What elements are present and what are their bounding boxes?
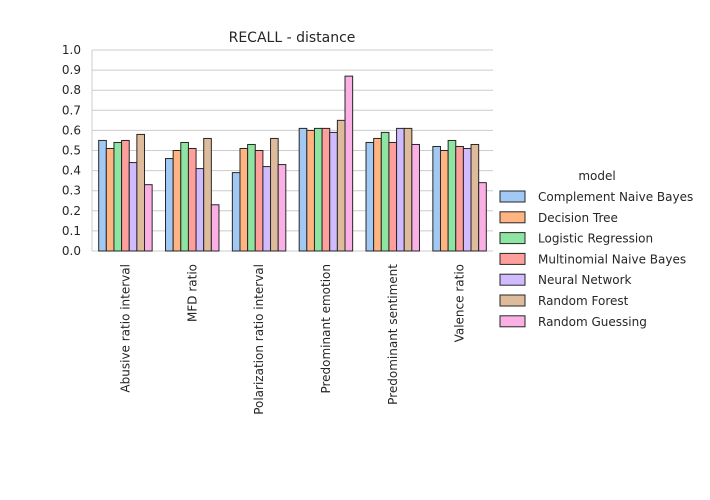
y-tick-label: 0.6	[62, 123, 81, 137]
bar	[121, 139, 130, 252]
legend-swatch	[499, 273, 526, 286]
bar	[439, 150, 449, 252]
y-tick-label: 0.2	[62, 204, 81, 218]
legend-swatch	[499, 315, 526, 328]
bar	[247, 143, 256, 252]
bar	[239, 147, 249, 252]
y-tick-label: 0.1	[62, 224, 81, 238]
legend-swatch	[499, 252, 526, 265]
bar	[128, 162, 138, 252]
bar	[180, 141, 189, 252]
bar	[254, 150, 264, 252]
bar	[105, 147, 115, 252]
legend-entry: Logistic Regression	[538, 232, 653, 246]
legend-swatch	[499, 190, 526, 203]
bar	[432, 145, 441, 252]
bar	[403, 127, 413, 252]
x-category-label: Valence ratio	[453, 264, 467, 342]
bar	[478, 182, 487, 252]
bar	[203, 137, 212, 252]
bar	[298, 127, 308, 252]
bar	[306, 129, 315, 252]
bar	[365, 141, 375, 252]
legend-swatch	[499, 211, 526, 224]
y-tick-label: 0.4	[62, 164, 81, 178]
bar	[373, 137, 382, 252]
grid-lines	[91, 49, 493, 252]
y-tick-label: 0.7	[62, 103, 81, 117]
bar	[277, 164, 287, 252]
legend-swatch	[499, 232, 526, 245]
bar	[144, 184, 153, 252]
bar	[462, 147, 472, 252]
y-tick-label: 1.0	[62, 43, 81, 57]
bar	[231, 172, 241, 252]
legend-swatch	[499, 294, 526, 307]
bar	[136, 133, 146, 252]
bar	[262, 166, 272, 252]
bar	[470, 143, 480, 252]
bar	[336, 119, 346, 252]
y-tick-label: 0.5	[62, 144, 81, 158]
bar	[396, 127, 405, 252]
bar	[195, 168, 205, 252]
legend-entry: Random Guessing	[538, 315, 647, 329]
legend: model Complement Naive Bayes Decision Tre…	[499, 169, 693, 329]
bar	[447, 139, 457, 252]
legend-entry: Complement Naive Bayes	[538, 190, 693, 204]
bar	[388, 141, 398, 252]
y-tick-label: 0.3	[62, 184, 81, 198]
legend-title: model	[578, 169, 615, 183]
bar	[455, 145, 464, 252]
bar	[187, 147, 197, 252]
bar	[380, 131, 390, 252]
bar	[344, 75, 354, 252]
legend-entry: Neural Network	[538, 273, 632, 287]
bars	[98, 75, 487, 252]
legend-entry: Decision Tree	[538, 211, 618, 225]
bar	[411, 143, 420, 252]
x-category-label: Abusive ratio interval	[118, 264, 132, 393]
bar	[165, 158, 174, 252]
x-category-label: Polarization ratio interval	[252, 264, 266, 415]
bar	[270, 137, 279, 252]
y-tick-label: 0.8	[62, 83, 81, 97]
x-category-label: MFD ratio	[185, 264, 199, 322]
bar	[321, 127, 331, 252]
x-axis-ticks: Abusive ratio interval MFD ratio Polarizat…	[118, 264, 466, 415]
bar	[113, 141, 123, 252]
legend-entry: Multinomial Naive Bayes	[538, 252, 686, 266]
y-tick-label: 0.0	[62, 244, 81, 258]
bar	[172, 150, 182, 252]
chart-title: RECALL - distance	[229, 30, 356, 46]
bar	[210, 204, 220, 252]
bar	[313, 127, 323, 252]
y-tick-label: 0.9	[62, 63, 81, 77]
y-axis-ticks: 0.0 0.1 0.2 0.3 0.4 0.5 0.6 0.7 0.8 0.9 1.0	[62, 43, 81, 258]
x-category-label: Predominant emotion	[319, 264, 333, 394]
bar	[98, 139, 107, 252]
bar	[329, 131, 338, 252]
legend-entry: Random Forest	[538, 294, 629, 308]
x-category-label: Predominant sentiment	[386, 264, 400, 405]
